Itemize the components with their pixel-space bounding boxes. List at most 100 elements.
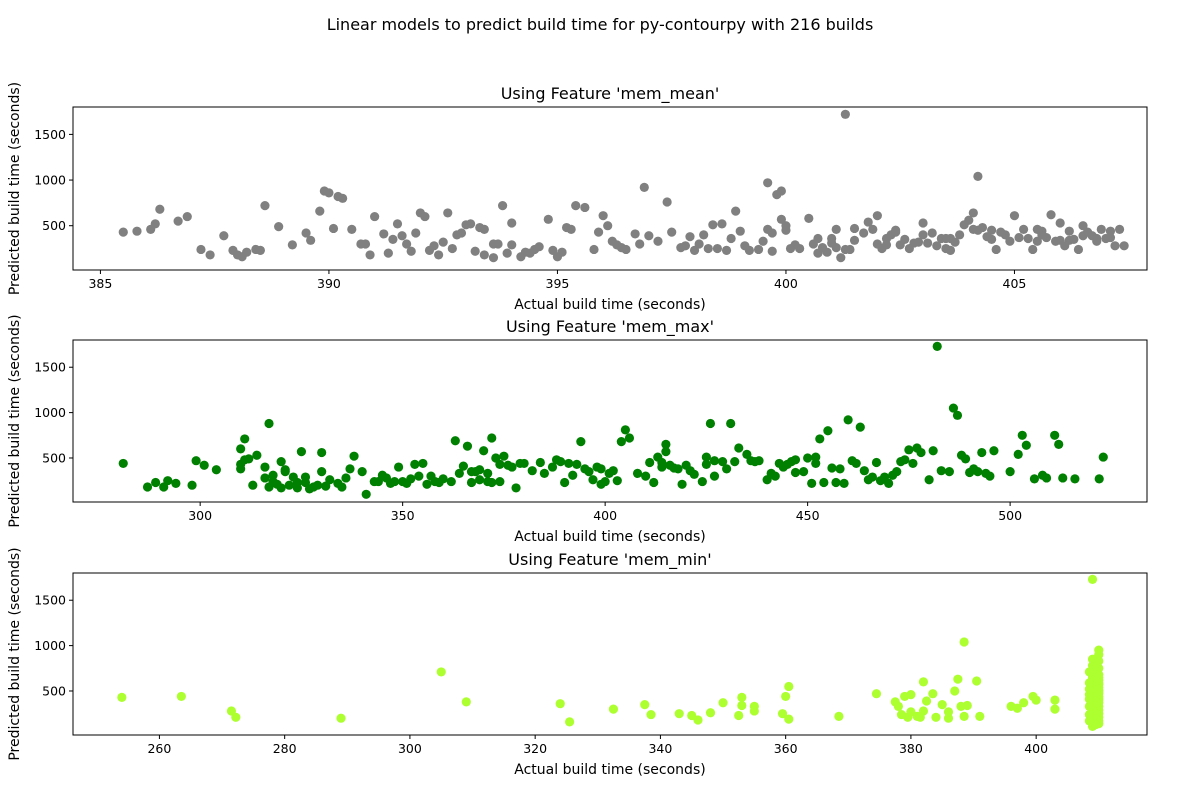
scatter-point: [918, 230, 928, 240]
scatter-point: [790, 467, 801, 478]
scatter-point: [694, 239, 704, 249]
scatter-point: [479, 224, 489, 234]
scatter-point: [913, 237, 924, 247]
scatter-point: [855, 422, 865, 432]
scatter-point: [703, 243, 713, 254]
scatter-point: [1019, 698, 1029, 708]
scatter-point: [495, 459, 505, 469]
scatter-point: [657, 462, 667, 472]
scatter-point: [721, 245, 732, 255]
y-tick-label: 1500: [34, 127, 66, 142]
scatter-point: [1046, 210, 1056, 220]
scatter-point: [568, 470, 578, 480]
scatter-point: [498, 201, 508, 211]
scatter-point: [944, 467, 954, 477]
scatter-point: [968, 208, 978, 218]
scatter-point: [891, 225, 901, 235]
scatter-point: [458, 461, 468, 471]
scatter-point: [370, 211, 380, 222]
scatter-point: [831, 243, 841, 253]
scatter-point: [699, 230, 709, 240]
scatter-point: [248, 480, 258, 490]
scatter-point: [737, 700, 747, 711]
scatter-point: [1069, 234, 1079, 245]
scatter-point: [434, 250, 444, 260]
scatter-point: [379, 229, 389, 239]
scatter-point: [182, 211, 192, 222]
scatter-point: [205, 250, 215, 260]
scatter-point: [499, 451, 509, 461]
scatter-point: [708, 220, 718, 230]
scatter-point: [1092, 233, 1102, 244]
scatter-point: [1084, 701, 1094, 712]
scatter-point: [640, 700, 650, 710]
scatter-point: [646, 709, 656, 720]
scatter-point: [1070, 474, 1080, 484]
scatter-point: [630, 229, 640, 239]
scatter-point: [689, 469, 699, 479]
scatter-point: [328, 223, 339, 234]
scatter-point: [923, 238, 933, 248]
scatter-point: [534, 242, 544, 252]
subplot-2: 300 350 400 450 500 500 1000 1500 Using Feature …: [7, 314, 1148, 545]
scatter-point: [539, 468, 549, 479]
scatter-point: [365, 250, 375, 260]
scatter-point: [904, 445, 914, 455]
scatter-point: [608, 704, 619, 714]
scatter-point: [211, 465, 221, 475]
scatter-point: [475, 475, 485, 485]
scatter-point: [287, 240, 297, 250]
scatter-point: [1031, 695, 1041, 705]
scatter-point: [260, 473, 270, 483]
x-tick-label: 260: [147, 741, 171, 756]
scatter-point: [325, 475, 335, 485]
scatter-point: [1105, 232, 1116, 243]
scatter-point: [1050, 704, 1060, 714]
scatter-point: [1005, 236, 1015, 246]
scatter-point: [975, 711, 985, 721]
scatter-point: [685, 232, 695, 242]
scatter-point: [689, 245, 700, 255]
scatter-point: [1064, 226, 1074, 236]
scatter-point: [871, 457, 882, 468]
scatter-point: [543, 214, 553, 224]
x-tick-label: 340: [648, 741, 672, 756]
scatter-point: [822, 247, 832, 257]
scatter-point: [758, 236, 768, 246]
scatter-point: [488, 253, 499, 263]
scatter-point: [717, 219, 727, 229]
scatter-point: [260, 462, 270, 472]
scatter-point: [429, 241, 439, 251]
scatter-point: [1019, 224, 1029, 234]
scatter-point: [819, 477, 829, 488]
scatter-point: [709, 471, 720, 481]
scatter-point: [555, 457, 566, 467]
scatter-point: [705, 418, 716, 429]
y-tick-label: 500: [42, 683, 66, 698]
scatter-point: [507, 462, 517, 472]
scatter-point: [1037, 226, 1047, 236]
scatter-point: [306, 235, 316, 245]
scatter-point: [142, 482, 153, 492]
scatter-point: [900, 234, 910, 245]
scatter-point: [394, 462, 404, 472]
scatter-point: [916, 447, 926, 458]
scatter-point: [317, 467, 327, 477]
x-tick-label: 450: [796, 508, 820, 523]
scatter-point: [466, 477, 477, 488]
scatter-point: [420, 211, 430, 222]
scatter-point: [1119, 241, 1129, 251]
scatter-point: [507, 218, 517, 228]
scatter-point: [1105, 226, 1116, 236]
scatter-point: [219, 231, 229, 241]
scatter-point: [836, 253, 846, 263]
scatter-point: [502, 248, 512, 258]
scatter-point: [488, 239, 499, 249]
scatter-point: [447, 243, 457, 254]
x-tick-label: 300: [188, 508, 212, 523]
scatter-point: [712, 243, 723, 254]
scatter-point: [392, 219, 403, 229]
scatter-point: [118, 227, 128, 237]
scatter-point: [964, 215, 974, 225]
scatter-point: [1032, 236, 1042, 246]
